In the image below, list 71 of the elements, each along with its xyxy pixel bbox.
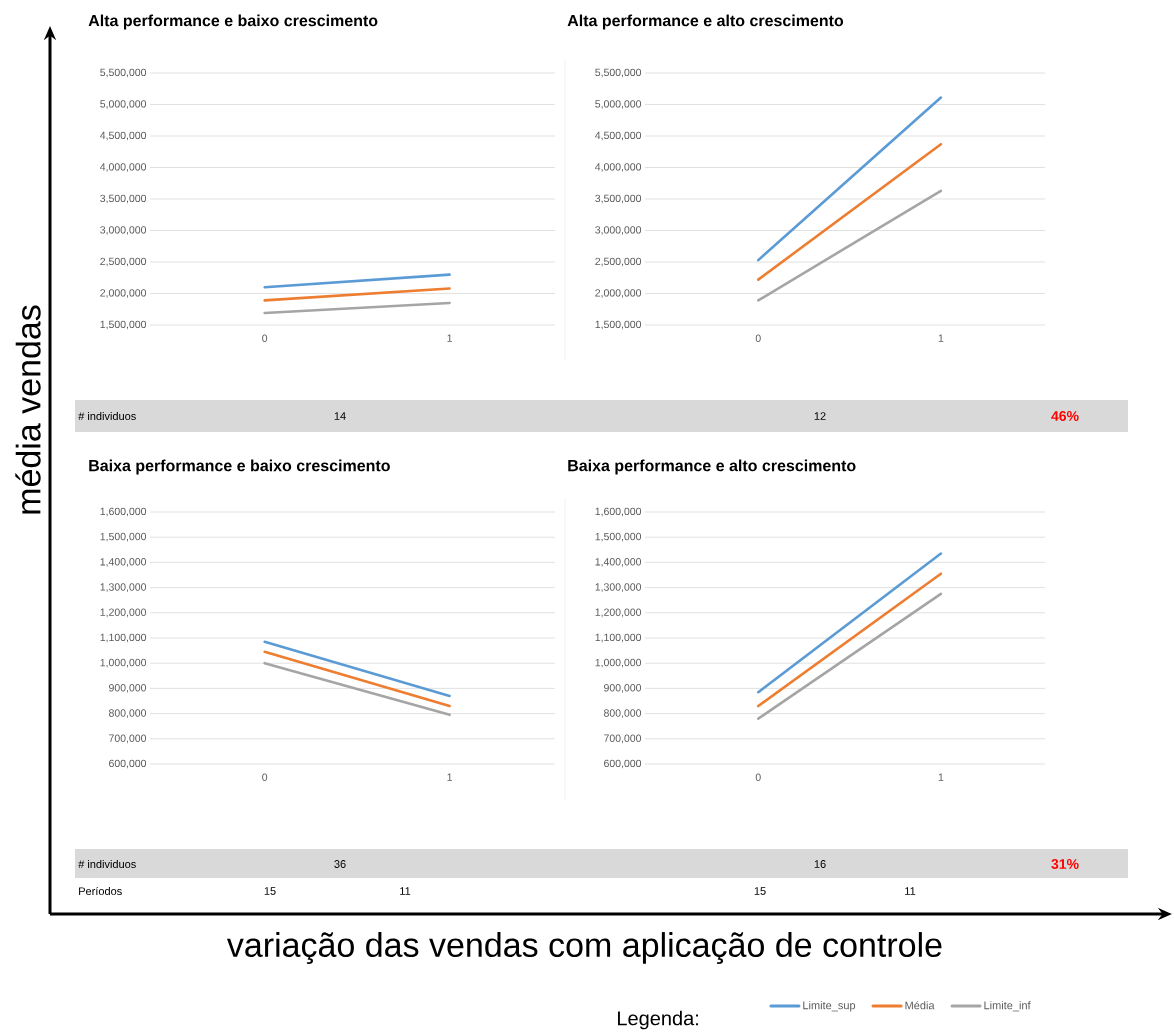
y-tick-label: 4,000,000: [100, 163, 147, 172]
y-axis-title: média vendas: [15, 305, 41, 514]
y-tick-label: 700,000: [604, 734, 642, 744]
chart-title: Alta performance e baixo crescimento: [88, 14, 378, 30]
text: 12: [814, 412, 826, 420]
y-tick-label: 1,100,000: [595, 633, 642, 643]
text: 11: [400, 887, 411, 895]
y-tick-label: 800,000: [603, 709, 642, 718]
x-tick-label: 1: [447, 773, 452, 781]
text: 11: [905, 887, 916, 895]
y-tick-label: 1,200,000: [595, 608, 642, 618]
x-tick-label: 0: [755, 773, 761, 781]
y-tick-label: 4,500,000: [100, 131, 147, 141]
text: 15: [754, 887, 766, 895]
y-tick-label: 600,000: [604, 759, 642, 769]
y-tick-label: 1,000,000: [595, 658, 642, 668]
y-tick-label: 5,000,000: [595, 100, 642, 109]
y-tick-label: 900,000: [109, 684, 147, 693]
y-tick-label: 1,500,000: [595, 320, 642, 330]
x-tick-label: 1: [938, 334, 944, 342]
text: Períodos: [79, 886, 122, 896]
legend-label: Média: [905, 1001, 935, 1010]
y-tick-label: 2,500,000: [595, 257, 642, 267]
y-tick-label: 1,500,000: [595, 532, 642, 542]
y-tick-label: 1,100,000: [100, 633, 147, 643]
x-tick-label: 0: [262, 334, 268, 342]
y-tick-label: 5,500,000: [100, 68, 147, 78]
y-tick-label: 4,500,000: [595, 131, 642, 141]
y-tick-label: 5,000,000: [100, 100, 147, 109]
x-tick-label: 1: [938, 773, 944, 781]
chart-title: Baixa performance e baixo crescimento: [89, 459, 390, 475]
y-tick-label: 1,400,000: [100, 558, 147, 567]
text: 15: [264, 887, 276, 895]
text: 16: [814, 860, 826, 868]
y-tick-label: 3,000,000: [595, 226, 642, 235]
y-tick-label: 3,500,000: [100, 194, 147, 204]
text: # individuos: [78, 411, 136, 421]
text: # individuos: [78, 859, 136, 869]
legend-label: Limite_inf: [984, 1001, 1031, 1012]
y-tick-label: 3,500,000: [595, 194, 642, 204]
y-tick-label: 1,300,000: [100, 583, 147, 592]
y-tick-label: 1,400,000: [595, 558, 642, 567]
y-tick-label: 1,500,000: [100, 320, 147, 330]
text: 14: [334, 412, 346, 420]
y-tick-label: 600,000: [109, 759, 147, 769]
y-tick-label: 800,000: [108, 709, 147, 718]
x-tick-label: 0: [262, 773, 268, 781]
y-tick-label: 4,000,000: [595, 163, 642, 172]
y-tick-label: 900,000: [604, 684, 642, 693]
y-tick-label: 3,000,000: [100, 226, 147, 235]
y-tick-label: 1,600,000: [595, 507, 642, 517]
y-tick-label: 2,000,000: [595, 289, 642, 298]
chart-title: Baixa performance e alto crescimento: [568, 459, 856, 475]
legend-label: Limite_sup: [803, 1001, 856, 1012]
y-tick-label: 2,000,000: [100, 289, 147, 298]
y-tick-label: 2,500,000: [100, 257, 147, 267]
y-tick-label: 1,300,000: [595, 583, 642, 592]
x-axis-title: variação das vendas com aplicação de controle: [226, 932, 942, 964]
x-tick-label: 0: [755, 334, 761, 342]
y-tick-label: 1,500,000: [100, 532, 147, 542]
x-tick-label: 1: [447, 334, 452, 342]
y-tick-label: 1,200,000: [100, 608, 147, 618]
y-tick-label: 1,600,000: [100, 507, 147, 517]
legend-title: Legenda:: [618, 1010, 698, 1030]
text: 46%: [1051, 411, 1079, 421]
y-tick-label: 5,500,000: [595, 68, 642, 78]
y-tick-label: 1,000,000: [100, 658, 147, 668]
text: 36: [334, 860, 346, 868]
y-tick-label: 700,000: [109, 734, 147, 744]
text: 31%: [1051, 859, 1079, 869]
chart-title: Alta performance e alto crescimento: [567, 14, 844, 30]
